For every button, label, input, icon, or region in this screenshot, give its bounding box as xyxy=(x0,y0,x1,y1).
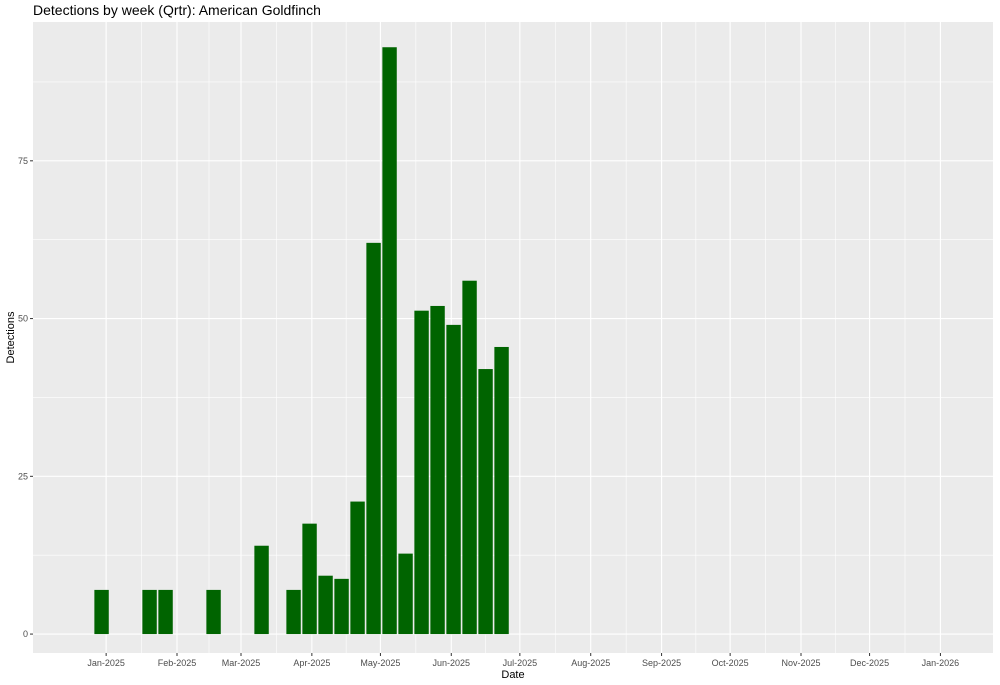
bar xyxy=(94,589,109,635)
bar xyxy=(286,589,301,635)
x-tick-label: Jul-2025 xyxy=(503,658,538,668)
bar xyxy=(318,575,333,635)
bar xyxy=(446,324,461,635)
bar xyxy=(206,589,221,635)
x-tick-label: Jan-2026 xyxy=(922,658,960,668)
axes: 0 25 50 75 Jan-2025 Feb-2025 Mar-2025 Apr-2025 M… xyxy=(18,156,959,668)
x-tick-label: Jan-2025 xyxy=(87,658,125,668)
bar xyxy=(158,589,173,635)
bar xyxy=(334,578,349,635)
bar xyxy=(302,523,317,635)
bar xyxy=(142,589,157,635)
bar xyxy=(398,553,413,635)
y-axis-title: Detections xyxy=(5,311,17,363)
y-tick-label: 50 xyxy=(18,314,28,324)
x-tick-label: May-2025 xyxy=(360,658,400,668)
x-axis-title: Date xyxy=(501,669,524,681)
bar xyxy=(382,47,397,635)
bar xyxy=(494,346,509,635)
x-tick-label: Jun-2025 xyxy=(433,658,471,668)
chart-title: Detections by week (Qrtr): American Gold… xyxy=(33,2,321,18)
x-tick-label: Aug-2025 xyxy=(571,658,610,668)
plot-panel xyxy=(33,22,993,653)
bar xyxy=(254,545,269,635)
x-tick-label: Nov-2025 xyxy=(781,658,820,668)
x-tick-label: Oct-2025 xyxy=(712,658,749,668)
bar xyxy=(462,280,477,635)
bar xyxy=(430,305,445,635)
x-tick-label: Mar-2025 xyxy=(222,658,261,668)
y-tick-label: 0 xyxy=(23,629,28,639)
y-tick-label: 25 xyxy=(18,471,28,481)
bar xyxy=(350,501,365,635)
y-tick-label: 75 xyxy=(18,156,28,166)
x-tick-label: Feb-2025 xyxy=(158,658,197,668)
bar xyxy=(414,310,429,635)
x-tick-label: Apr-2025 xyxy=(293,658,330,668)
x-tick-label: Sep-2025 xyxy=(642,658,681,668)
bar xyxy=(366,242,381,635)
bars xyxy=(94,47,509,635)
x-tick-label: Dec-2025 xyxy=(850,658,889,668)
bar xyxy=(478,369,493,635)
